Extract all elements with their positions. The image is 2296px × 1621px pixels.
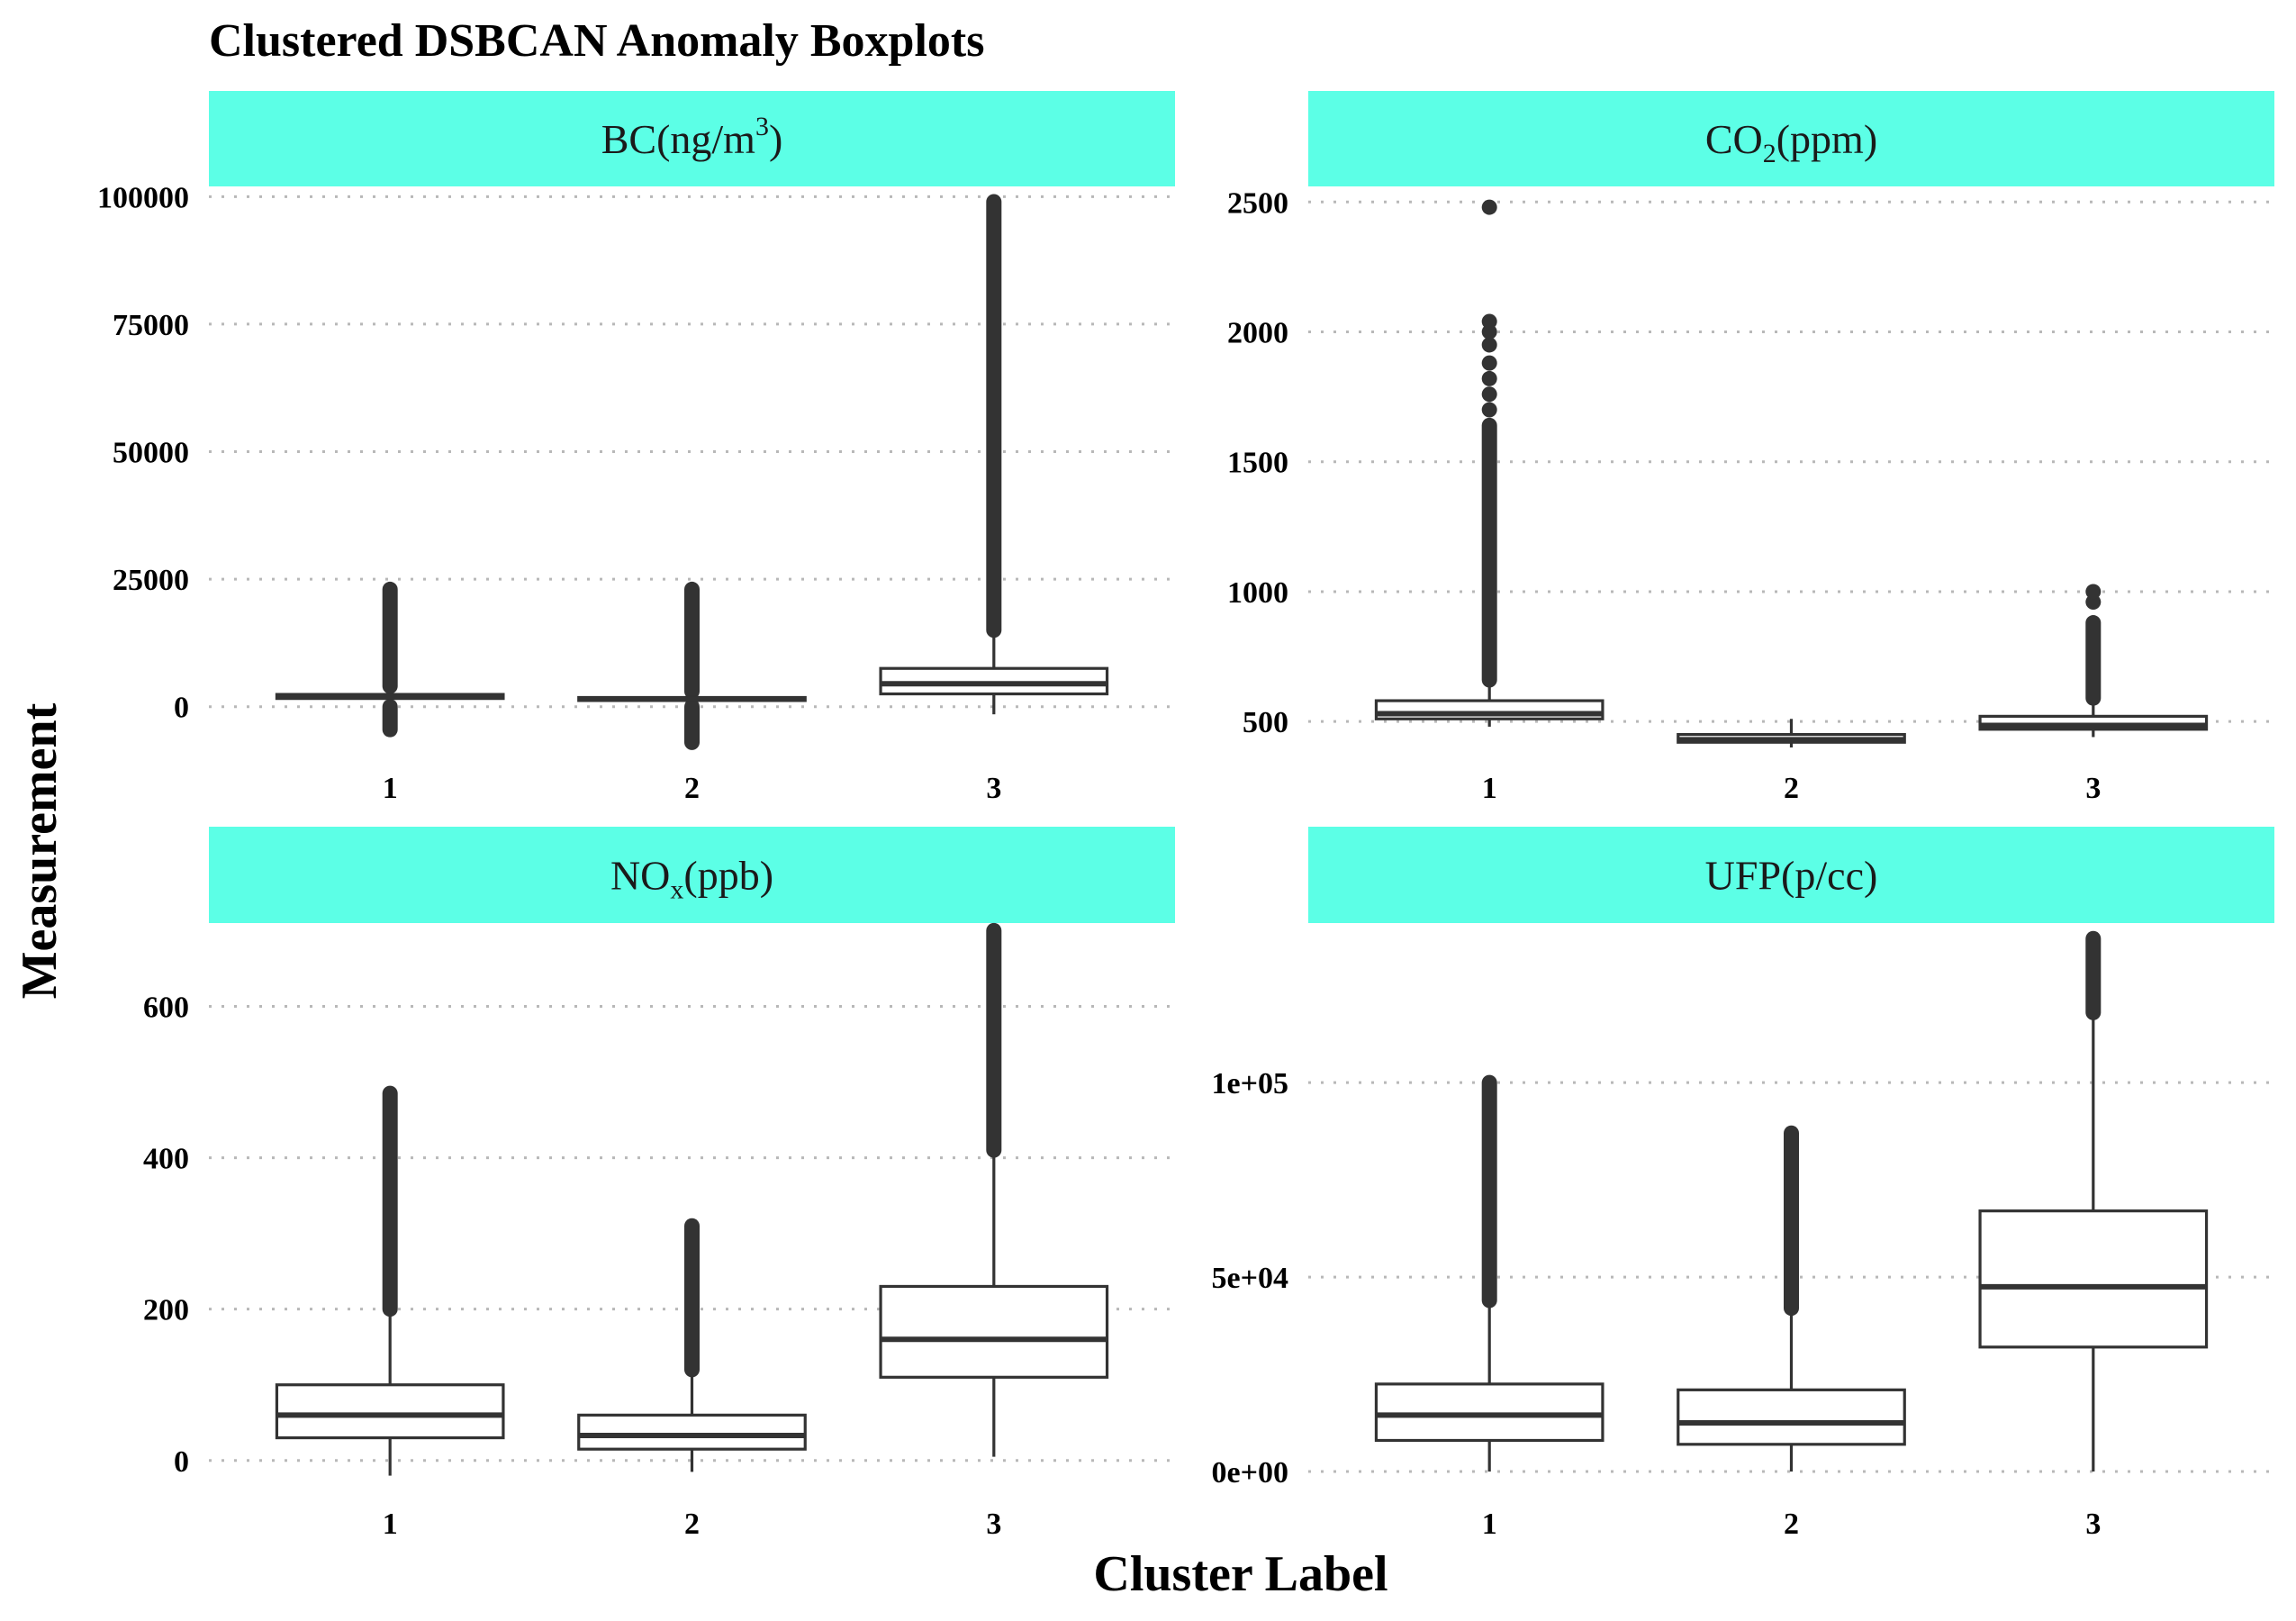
x-axis-title: Cluster Label: [1093, 1546, 1388, 1602]
x-tick-label: 3: [2085, 772, 2101, 805]
y-tick-label: 200: [143, 1294, 189, 1327]
y-tick-label: 0e+00: [1212, 1456, 1288, 1490]
panel-strip: [1308, 91, 2274, 186]
y-tick-label: 0: [174, 1445, 189, 1479]
x-tick-label: 2: [684, 772, 700, 805]
y-tick-label: 50000: [113, 437, 189, 470]
panel-strip: [209, 91, 1175, 186]
boxplot-cluster-1: 1: [1374, 199, 1604, 805]
iqr-box: [1677, 1388, 1906, 1446]
boxplot-cluster-1: 1: [275, 1085, 505, 1541]
y-tick-label: 500: [1243, 706, 1288, 739]
iqr-box: [1978, 1209, 2209, 1349]
boxplot-cluster-2: 2: [1677, 1125, 1906, 1541]
x-tick-label: 2: [1784, 1508, 1799, 1541]
outlier-point: [1481, 386, 1497, 403]
x-tick-label: 3: [986, 1508, 1001, 1541]
boxplot-cluster-1: 1: [275, 581, 505, 805]
panel-2: CO2(ppm) 500 1000 1500 2000 2500 1 2 3: [1227, 91, 2274, 805]
x-tick-label: 1: [383, 1508, 398, 1541]
iqr-box: [577, 1413, 807, 1451]
x-tick-label: 3: [986, 772, 1001, 805]
iqr-box: [1374, 1382, 1604, 1443]
outlier-point: [1481, 337, 1497, 353]
panel-strip-label: NOx(ppb): [610, 853, 773, 905]
x-tick-label: 2: [684, 1508, 700, 1541]
x-tick-label: 3: [2085, 1508, 2101, 1541]
outlier-point: [1481, 370, 1497, 386]
y-tick-label: 2500: [1227, 186, 1288, 220]
iqr-box: [275, 1383, 505, 1440]
y-tick-label: 1000: [1227, 576, 1288, 610]
x-tick-label: 1: [383, 772, 398, 805]
boxplot-cluster-1: 1: [1374, 1074, 1604, 1541]
boxplot-cluster-2: 2: [577, 581, 807, 805]
panel-strip: [1308, 827, 2274, 923]
y-tick-label: 2000: [1227, 317, 1288, 350]
x-tick-label: 2: [1784, 772, 1799, 805]
y-tick-label: 25000: [113, 564, 189, 597]
outlier-point: [1481, 355, 1497, 371]
outlier-point: [1481, 402, 1497, 418]
panel-1: BC(ng/m3) 0 25000 50000 75000 100000 1 2 3: [97, 91, 1175, 805]
iqr-box: [879, 1284, 1109, 1379]
boxplot-cluster-3: 3: [1978, 930, 2209, 1541]
outlier-point: [2085, 584, 2102, 600]
x-tick-label: 1: [1482, 772, 1497, 805]
y-tick-label: 1e+05: [1212, 1067, 1288, 1100]
boxplot-cluster-3: 3: [1978, 584, 2209, 805]
boxplot-cluster-2: 2: [577, 1218, 807, 1541]
chart-title: Clustered DSBCAN Anomaly Boxplots: [209, 15, 984, 67]
panel-strip-label: CO2(ppm): [1705, 116, 1877, 168]
y-tick-label: 5e+04: [1212, 1262, 1288, 1295]
panel-strip-label: BC(ng/m3): [601, 112, 783, 162]
panel-4: UFP(p/cc) 0e+00 5e+04 1e+05 1 2 3: [1212, 827, 2274, 1541]
outlier-point: [1481, 313, 1497, 330]
boxplot-cluster-3: 3: [879, 194, 1109, 805]
y-tick-label: 100000: [97, 181, 189, 214]
y-tick-label: 0: [174, 692, 189, 725]
y-tick-label: 1500: [1227, 447, 1288, 480]
y-tick-label: 600: [143, 991, 189, 1024]
boxplot-cluster-2: 2: [1677, 719, 1906, 805]
panel-strip: [209, 827, 1175, 923]
y-tick-label: 400: [143, 1143, 189, 1176]
x-tick-label: 1: [1482, 1508, 1497, 1541]
panel-strip-label: UFP(p/cc): [1705, 853, 1878, 899]
y-axis-title: Measurement: [12, 702, 68, 999]
y-tick-label: 75000: [113, 309, 189, 342]
panel-3: NOx(ppb) 0 200 400 600 1 2 3: [143, 827, 1175, 1541]
boxplot-cluster-3: 3: [879, 922, 1109, 1541]
outlier-point: [1481, 199, 1497, 215]
